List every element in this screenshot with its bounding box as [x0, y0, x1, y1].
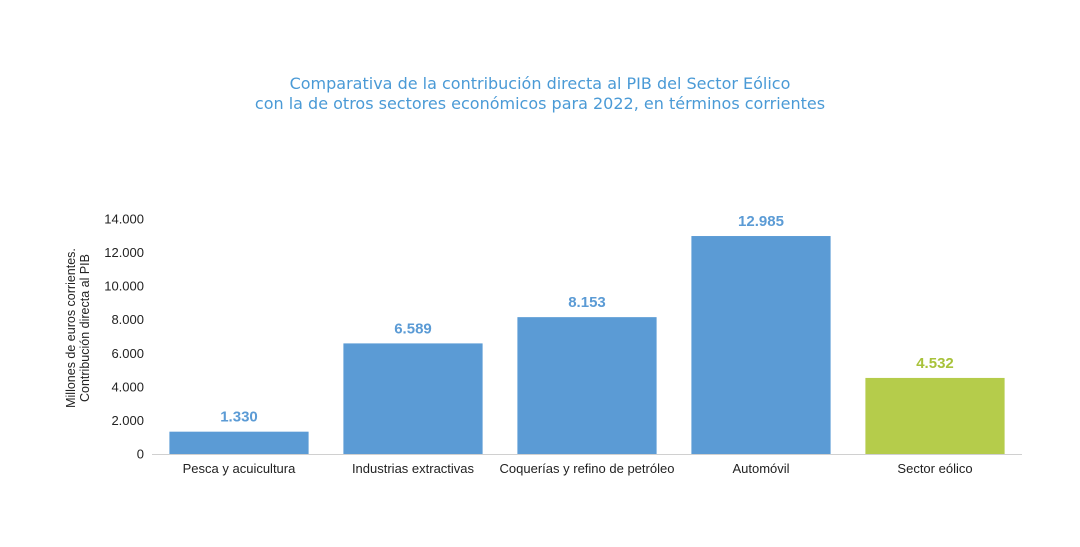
y-tick-label: 0: [137, 447, 144, 462]
chart-title: Comparativa de la contribución directa a…: [0, 74, 1080, 114]
y-tick-label: 12.000: [104, 245, 144, 260]
y-tick-label: 14.000: [104, 212, 144, 227]
x-tick-label: Automóvil: [732, 461, 789, 476]
data-label: 6.589: [394, 320, 432, 337]
data-label: 4.532: [916, 355, 954, 372]
x-tick-label: Coquerías y refino de petróleo: [500, 461, 675, 476]
data-label: 12.985: [738, 213, 784, 230]
bar: [343, 343, 483, 454]
chart-title-line-1: Comparativa de la contribución directa a…: [289, 74, 791, 93]
bar: [691, 236, 831, 454]
bar: [517, 317, 657, 454]
bar: [169, 431, 309, 454]
y-tick-label: 6.000: [111, 346, 144, 361]
data-label: 1.330: [220, 409, 258, 426]
y-tick-label: 10.000: [104, 279, 144, 294]
y-tick-label: 4.000: [111, 379, 144, 394]
x-tick-label: Sector eólico: [897, 461, 972, 476]
chart-title-line-2: con la de otros sectores económicos para…: [254, 94, 826, 113]
y-tick-label: 8.000: [111, 312, 144, 327]
data-label: 8.153: [568, 294, 606, 311]
x-tick-label: Pesca y acuicultura: [183, 461, 296, 476]
y-tick-label: 2.000: [111, 413, 144, 428]
x-tick-label: Industrias extractivas: [352, 461, 475, 476]
bar: [865, 377, 1005, 454]
